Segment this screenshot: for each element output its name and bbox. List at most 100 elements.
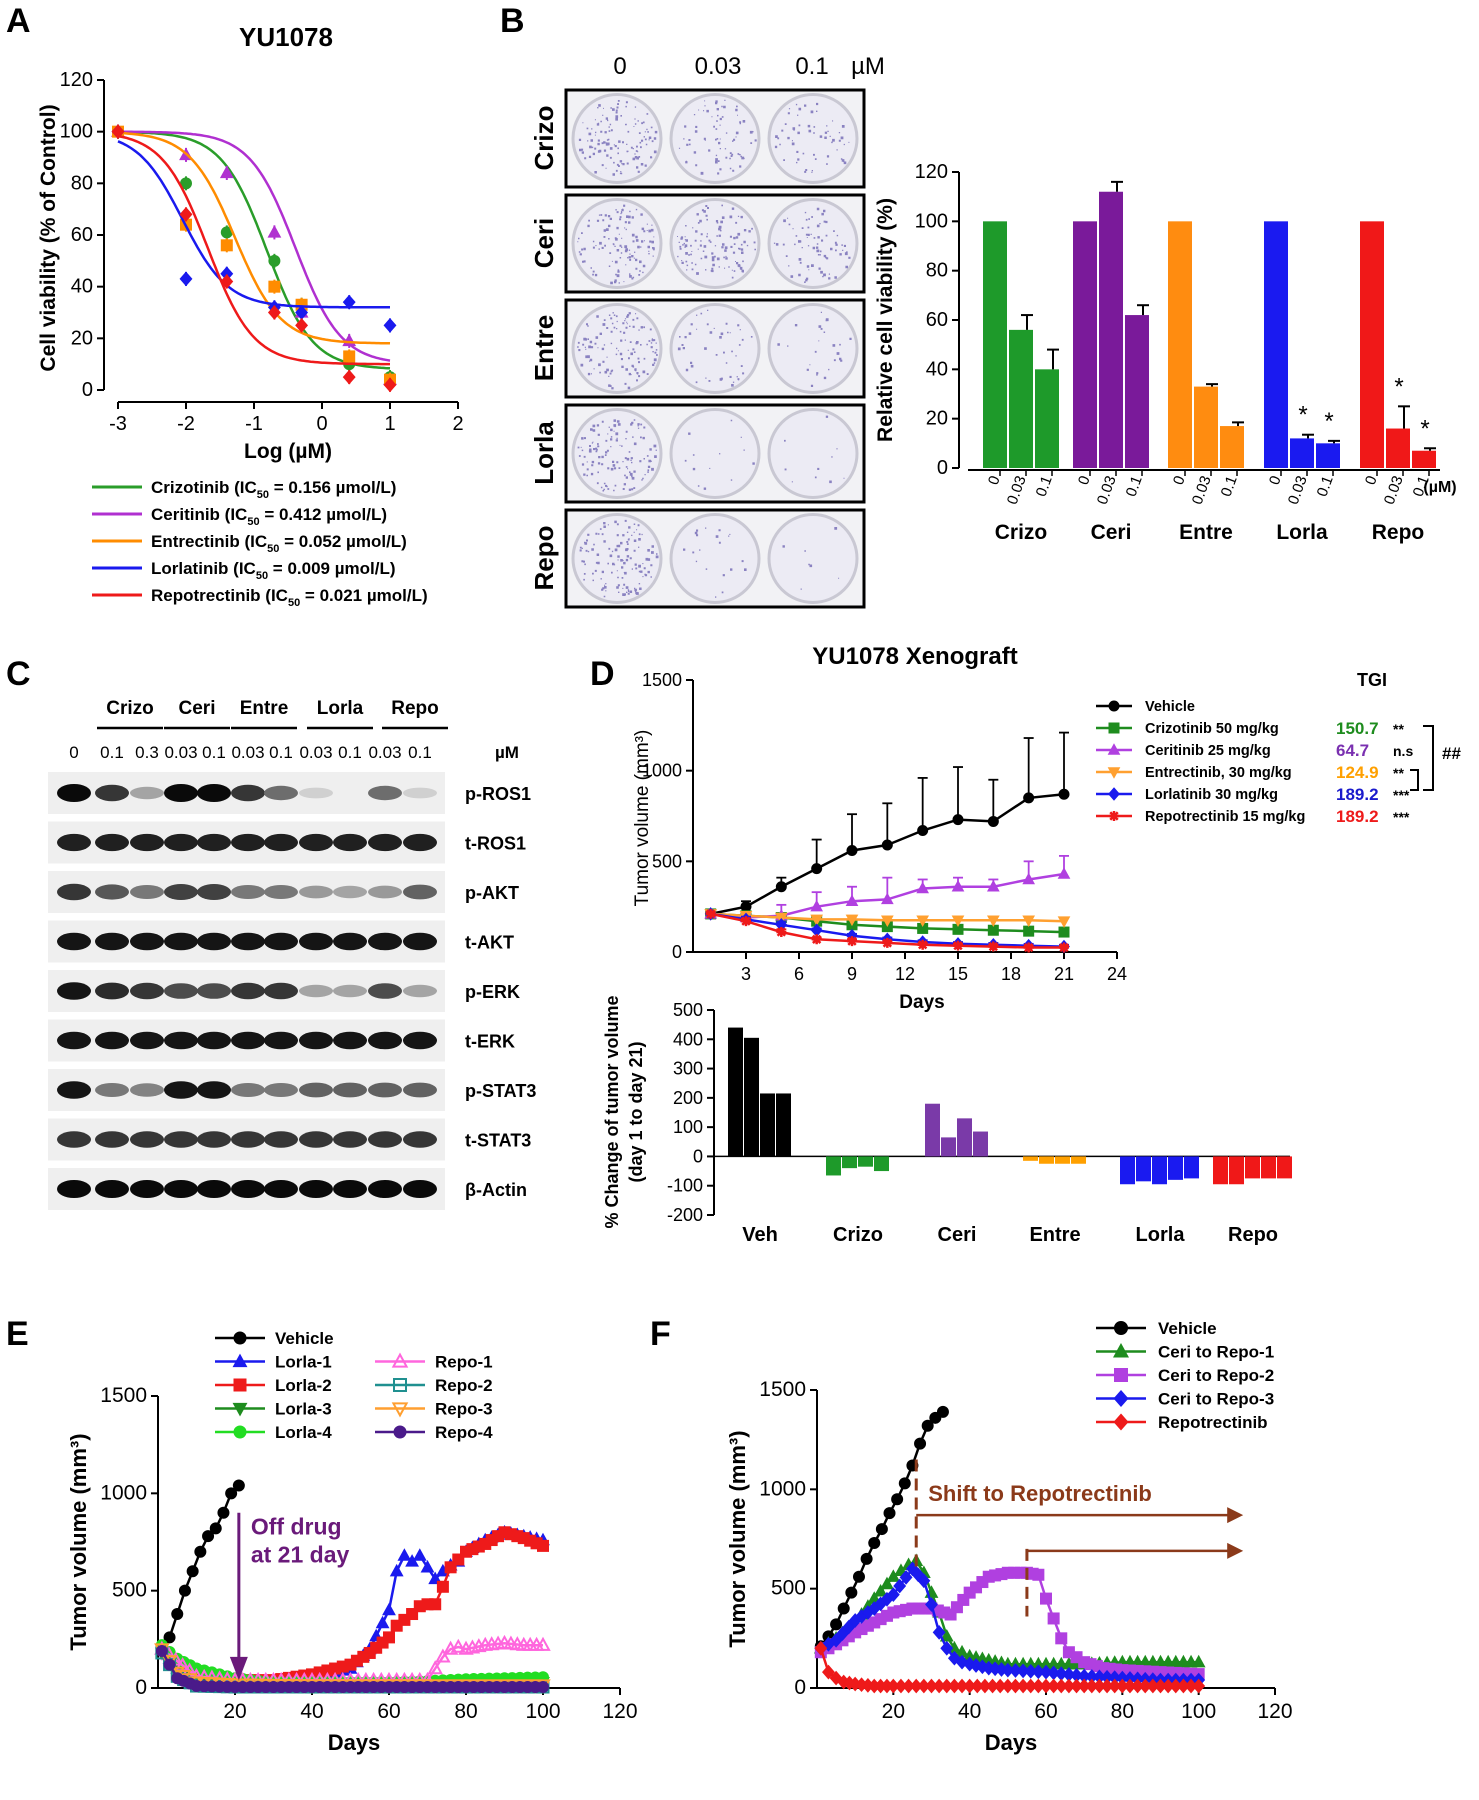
- panel-d-bottom-y-tick-label: 500: [673, 1000, 703, 1020]
- blot-band: [130, 833, 164, 852]
- well-row-repo: Repo: [529, 508, 866, 609]
- x-tick-label: 21: [1054, 964, 1074, 984]
- panel-b-y-tick-label: 20: [926, 408, 948, 430]
- blot-band: [368, 1131, 402, 1148]
- panel-a-title: YU1078: [239, 22, 333, 52]
- panel-e-x-label: Days: [328, 1730, 381, 1755]
- blot-band: [403, 1082, 437, 1098]
- shift-label: Shift to Repotrectinib: [928, 1481, 1152, 1506]
- blot-band: [164, 833, 198, 852]
- data-point: [1023, 792, 1035, 804]
- series-vehicle: [155, 1479, 245, 1654]
- panel-d-bottom-y-label-2: (day 1 to day 21): [626, 1041, 646, 1182]
- data-point: [383, 377, 397, 393]
- data-point: [955, 1654, 969, 1670]
- blot-band: [164, 983, 198, 999]
- legend-label: Lorla-4: [275, 1423, 332, 1442]
- blot-t-erk-strip: [48, 1019, 445, 1062]
- blot-band: [403, 1180, 437, 1198]
- bar: [1220, 426, 1244, 468]
- data-point: [932, 1625, 946, 1640]
- data-point: [406, 1608, 419, 1621]
- blot-band: [57, 883, 91, 901]
- category-label: Crizo: [995, 521, 1048, 544]
- blot-band: [264, 1131, 298, 1148]
- bar: [1120, 1156, 1135, 1185]
- blot-band: [197, 1031, 231, 1050]
- data-point: [412, 1548, 427, 1561]
- panel-a-legend: Crizotinib (IC50 = 0.156 µmol/L) Ceritini…: [92, 478, 428, 609]
- lane-dose-label: 0: [69, 743, 78, 762]
- data-point: [899, 1570, 913, 1585]
- tgi-value: 64.7: [1336, 741, 1369, 760]
- significance-label: ***: [1393, 787, 1410, 803]
- data-point: [383, 318, 397, 333]
- bar-group-lorla: Lorla: [1120, 1156, 1199, 1246]
- data-point: [1040, 1592, 1052, 1605]
- data-point: [880, 892, 894, 905]
- well: [571, 513, 663, 604]
- dose-tick-label: 0.1: [1033, 474, 1056, 499]
- data-point: [537, 1681, 549, 1694]
- legend-marker: [233, 1378, 247, 1392]
- data-point: [814, 1640, 828, 1656]
- blot-band: [95, 932, 129, 951]
- bar: [1245, 1156, 1260, 1179]
- blot-band: [231, 1083, 265, 1097]
- legend-label: Ceri to Repo-2: [1158, 1366, 1274, 1385]
- data-point: [1191, 1654, 1206, 1668]
- blot-band: [57, 932, 91, 951]
- comparison-bracket-outer: [1423, 725, 1434, 791]
- bar: [1261, 1156, 1276, 1179]
- legend-marker: [233, 1425, 247, 1439]
- blot-band: [164, 932, 198, 951]
- significance-label: n.s: [1393, 743, 1413, 759]
- lane-dose-label: 0.1: [100, 743, 124, 762]
- blot-group-label: Crizo: [106, 698, 154, 719]
- blot-band: [231, 982, 265, 1000]
- x-tick-label: 80: [454, 1700, 477, 1723]
- off-drug-label-1: Off drug: [251, 1513, 342, 1539]
- data-point: [893, 1578, 907, 1594]
- lane-dose-label: 0.1: [338, 743, 362, 762]
- data-point: [232, 1479, 245, 1492]
- data-point: [295, 318, 309, 333]
- tgi-value: 189.2: [1336, 785, 1379, 804]
- well: [767, 93, 859, 184]
- panel-e-y-tick-label: 1000: [100, 1481, 147, 1504]
- blot-band: [130, 786, 164, 800]
- panel-d-bottom-y-tick-label: 400: [673, 1029, 703, 1049]
- data-point: [868, 1536, 881, 1549]
- data-point: [342, 294, 356, 310]
- series-vehicle: [814, 1405, 949, 1653]
- data-point: [1032, 1568, 1045, 1581]
- data-point: [776, 927, 787, 938]
- blot-band: [264, 1180, 298, 1198]
- colonies: [677, 204, 756, 279]
- panel-d-top-y-tick-label: 500: [652, 851, 682, 871]
- blot-band: [333, 885, 367, 899]
- blot-band: [197, 1131, 231, 1148]
- panel-a-plot: [111, 124, 397, 393]
- blot-band: [197, 983, 231, 999]
- data-point: [179, 271, 193, 287]
- bar: [1136, 1156, 1151, 1182]
- legend-marker: [1113, 1342, 1129, 1358]
- bar: [941, 1137, 956, 1157]
- x-tick-label: 40: [958, 1700, 981, 1723]
- data-point: [829, 1670, 843, 1686]
- blot-band: [95, 982, 129, 1000]
- data-point: [436, 1580, 449, 1593]
- series-vehicle: [705, 731, 1070, 920]
- panel-a-x-label: Log (µM): [244, 440, 332, 463]
- data-point: [163, 1631, 176, 1644]
- data-point: [342, 369, 356, 385]
- blot-band: [299, 833, 333, 852]
- dose-tick-label: 0: [1266, 474, 1285, 488]
- blot-band: [95, 1083, 129, 1097]
- blot-p-ros1-strip: [48, 772, 445, 814]
- data-point: [810, 914, 824, 927]
- significance-label: ***: [1393, 809, 1410, 825]
- blot-band: [299, 885, 333, 899]
- bar: [1412, 450, 1436, 468]
